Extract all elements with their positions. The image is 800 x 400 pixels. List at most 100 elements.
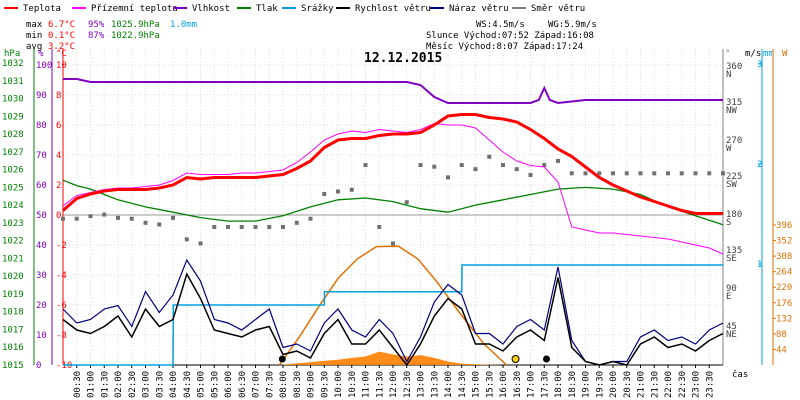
wind-dir-point — [432, 164, 437, 169]
deg-tick-label: 45 — [726, 322, 737, 332]
c-tick-label: 6 — [56, 121, 61, 131]
wind-dir-point — [336, 189, 340, 194]
x-tick-label: 20:00 — [609, 371, 619, 398]
x-tick-label: 21:00 — [637, 371, 647, 398]
legend-label-2: Vlhkost — [192, 4, 230, 14]
series-line-rychlost-vetru — [62, 272, 724, 367]
solar-area — [280, 351, 506, 365]
wind-dir-point — [418, 163, 423, 168]
legend-label-0: Teplota — [23, 4, 61, 14]
wind-speed-info: WS:4.5m/s — [476, 20, 525, 30]
x-axis: 00:30 01:00 01:30 02:00 02:30 03:00 03:30 04:00… — [73, 365, 715, 398]
deg-tick-label: N — [726, 70, 731, 80]
pct-tick-label: 20 — [36, 301, 47, 311]
plot-area — [63, 49, 723, 365]
deg-tick-label: SW — [726, 180, 737, 190]
x-tick-label: 09:00 — [307, 371, 317, 398]
x-tick-label: 06:00 — [224, 371, 234, 398]
deg-tick-label: 180 — [726, 210, 742, 220]
hpa-tick-label: 1028 — [2, 130, 24, 140]
legend-label-5: Rychlost větru — [355, 4, 431, 14]
wind-dir-point — [281, 224, 285, 229]
stats-avg-temp: 3.2°C — [48, 42, 75, 52]
wind-dir-point — [157, 222, 162, 227]
wind-dir-point — [61, 216, 65, 221]
x-axis-label: čas — [732, 369, 748, 380]
hpa-tick-label: 1015 — [2, 361, 24, 371]
stats-max-rain: 1.0mm — [170, 20, 197, 30]
wind-dir-point — [253, 224, 258, 229]
wind-dir-point — [459, 163, 464, 168]
series-line-tlak — [62, 179, 724, 226]
pct-tick-label: 10 — [36, 331, 47, 341]
x-tick-label: 01:00 — [87, 371, 97, 398]
stats-max-temp: 6.7°C — [48, 20, 75, 30]
wind-dir-point — [198, 241, 203, 246]
pct-tick-label: 60 — [36, 181, 47, 191]
legend-label-1: Přízemní teplota — [91, 4, 178, 14]
deg-tick-label: 90 — [726, 284, 737, 294]
hpa-tick-label: 1019 — [2, 290, 24, 300]
wind-dir-point — [88, 214, 93, 219]
wind-dir-point — [611, 171, 615, 176]
legend-label-3: Tlak — [256, 4, 278, 14]
hpa-tick-label: 1026 — [2, 166, 24, 176]
x-tick-label: 19:30 — [595, 371, 605, 398]
wind-dir-point — [102, 212, 107, 217]
wind-dir-point — [597, 171, 602, 176]
c-tick-label: 0 — [56, 211, 61, 221]
deg-tick-label: 270 — [726, 136, 742, 146]
hpa-tick-label: 1023 — [2, 219, 24, 229]
x-tick-label: 04:30 — [183, 371, 193, 398]
x-tick-label: 23:30 — [705, 371, 715, 398]
x-tick-label: 09:30 — [320, 371, 330, 398]
moonset-marker — [543, 355, 550, 363]
stats-max-label: max — [26, 20, 43, 30]
deg-tick-label: 315 — [726, 98, 742, 108]
c-tick-label: -4 — [56, 271, 67, 281]
x-tick-label: 00:30 — [73, 371, 83, 398]
series-line-prizemni-teplota — [62, 122, 724, 255]
x-tick-label: 16:00 — [499, 371, 509, 398]
x-tick-label: 05:30 — [210, 371, 220, 398]
x-tick-label: 01:30 — [100, 371, 110, 398]
hpa-tick-label: 1018 — [2, 308, 24, 318]
x-tick-label: 07:00 — [252, 371, 262, 398]
deg-tick-label: W — [726, 144, 732, 154]
wind-dir-point — [294, 220, 299, 225]
moonrise-marker — [278, 355, 286, 363]
hpa-tick-label: 1025 — [2, 183, 24, 193]
w-tick-label: 308 — [776, 252, 792, 262]
legend: Teplota Přízemní teplota Vlhkost Tlak Srážky… — [4, 4, 585, 14]
wind-dir-point — [143, 220, 148, 225]
hpa-tick-label: 1022 — [2, 237, 24, 247]
x-tick-label: 12:30 — [403, 371, 413, 398]
moon-info: Měsíc Východ:8:07 Západ:17:24 — [426, 42, 583, 52]
legend-label-6: Náraz větru — [449, 4, 509, 14]
w-tick-label: 176 — [776, 299, 792, 309]
wind-dir-point — [184, 237, 189, 242]
stats-min-label: min — [26, 31, 42, 41]
hpa-tick-label: 1032 — [2, 59, 24, 69]
series-line-srazky — [63, 264, 723, 366]
hpa-tick-label: 1016 — [2, 343, 24, 353]
x-tick-label: 10:00 — [334, 371, 344, 398]
wind-dir-point — [569, 171, 574, 176]
wind-dir-point — [446, 175, 450, 180]
deg-tick-label: 135 — [726, 246, 742, 256]
stats-avg-label: avg — [26, 42, 42, 52]
x-tick-label: 14:00 — [444, 371, 454, 398]
x-tick-label: 13:00 — [417, 371, 427, 398]
wind-dir-point — [514, 167, 519, 172]
wind-dir-point — [404, 200, 409, 205]
c-tick-label: -2 — [56, 241, 67, 251]
hpa-tick-label: 1031 — [2, 77, 24, 87]
wind-dir-point — [239, 224, 244, 229]
series-line-vlhkost — [63, 78, 723, 105]
x-tick-label: 06:30 — [238, 371, 248, 398]
sun-curve — [278, 245, 508, 366]
wind-dir-point — [129, 216, 134, 221]
x-tick-label: 17:00 — [527, 371, 537, 398]
x-tick-label: 20:30 — [623, 371, 633, 398]
pct-axis-label: % — [38, 49, 44, 59]
